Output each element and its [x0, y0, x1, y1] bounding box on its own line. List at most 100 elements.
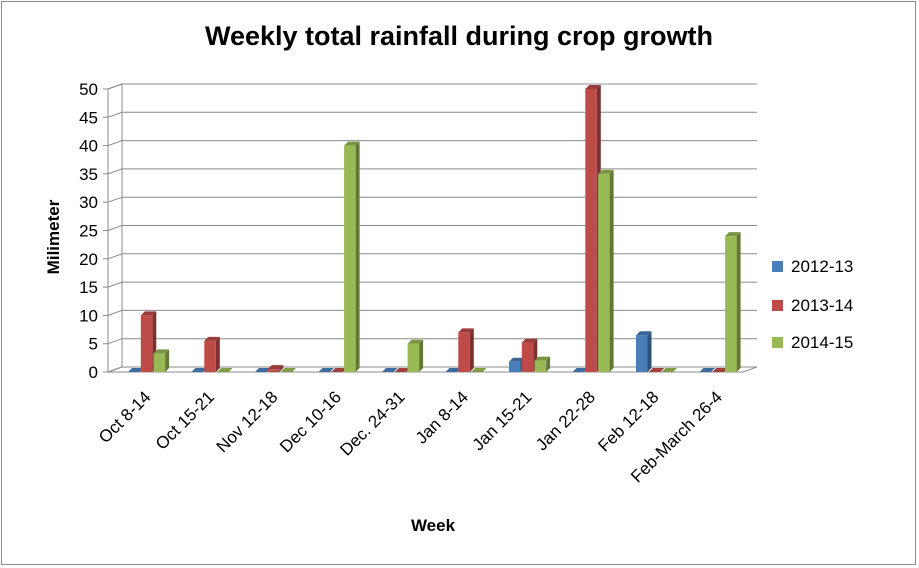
- bar: [636, 331, 652, 372]
- bar: [699, 368, 715, 372]
- x-axis-title: Week: [411, 516, 456, 535]
- bar-face: [712, 368, 728, 372]
- bar-face: [661, 368, 678, 372]
- x-tick-label: Oct 8-14: [95, 387, 155, 447]
- bar: [648, 368, 665, 372]
- bar: [458, 328, 474, 372]
- gridline: [107, 253, 757, 260]
- bar-top: [153, 349, 170, 354]
- bar: [394, 368, 411, 372]
- bar-face: [191, 368, 207, 372]
- bar-top: [509, 357, 525, 362]
- x-tick-label: Jan 8-14: [412, 387, 472, 447]
- bar-face: [572, 368, 588, 372]
- bar-face: [318, 368, 334, 372]
- bar-face: [217, 368, 233, 372]
- y-tick-label: 45: [79, 108, 98, 127]
- bar-face: [585, 89, 597, 372]
- bar: [572, 368, 588, 372]
- gridlines: [103, 83, 757, 373]
- bar: [331, 368, 347, 372]
- bar-side: [647, 331, 652, 372]
- gridline: [107, 281, 757, 288]
- bar-side: [165, 349, 170, 372]
- bar: [471, 368, 487, 372]
- y-axis-title: Milimeter: [44, 199, 63, 274]
- bar-top: [204, 336, 220, 341]
- y-tick-label: 35: [79, 165, 98, 184]
- gridline: [107, 111, 757, 118]
- bar: [191, 368, 207, 372]
- bar: [153, 349, 170, 372]
- bar-top: [458, 328, 474, 333]
- bar-face: [267, 369, 280, 372]
- bar-face: [445, 368, 461, 372]
- bar: [598, 169, 614, 372]
- bar-side: [736, 232, 741, 372]
- x-tick-label: Feb 12-18: [594, 387, 662, 455]
- bar-side: [546, 356, 551, 372]
- gridline: [107, 225, 757, 231]
- bar-face: [648, 368, 665, 372]
- x-tick-label: Jan 15-21: [469, 387, 536, 454]
- bar-top: [140, 311, 157, 316]
- bar-face: [725, 236, 737, 372]
- y-tick-label: 40: [79, 137, 98, 156]
- bar-face: [331, 368, 347, 372]
- bar: [280, 368, 297, 372]
- bar-top: [534, 356, 551, 361]
- gridline: [107, 196, 757, 203]
- bar-face: [140, 315, 153, 372]
- bar-side: [215, 336, 220, 372]
- x-tick-label: Nov 12-18: [213, 387, 282, 456]
- bar-face: [344, 145, 356, 372]
- bar-face: [128, 368, 144, 372]
- bars: [128, 85, 741, 372]
- x-tick-label: Oct 15-21: [152, 387, 218, 453]
- bar-side: [355, 141, 360, 372]
- bar-face: [382, 368, 398, 372]
- bar-face: [153, 353, 166, 372]
- bar-side: [469, 328, 474, 372]
- y-tick-label: 15: [79, 278, 98, 297]
- bar: [255, 368, 271, 372]
- bar-face: [204, 340, 216, 372]
- gridline: [107, 338, 757, 345]
- bar: [445, 368, 461, 372]
- bar-face: [471, 368, 487, 372]
- plot-walls: [107, 83, 758, 373]
- bar-top: [344, 141, 360, 146]
- bar: [217, 368, 233, 372]
- legend-swatch: [772, 261, 783, 272]
- bar: [661, 368, 678, 372]
- legend-label: 2013-14: [791, 296, 853, 315]
- gridline: [107, 168, 757, 175]
- legend-label: 2012-13: [791, 257, 853, 276]
- bar-face: [280, 368, 297, 372]
- bar: [344, 141, 360, 372]
- gridline: [107, 140, 757, 147]
- bar-face: [699, 368, 715, 372]
- x-tick-label: Dec. 24-31: [336, 387, 408, 459]
- bar-face: [458, 332, 470, 372]
- legend-swatch: [772, 337, 783, 348]
- bar: [382, 368, 398, 372]
- legend-swatch: [772, 300, 783, 311]
- y-tick-label: 0: [89, 363, 98, 382]
- x-tick-label: Dec 10-16: [276, 387, 345, 456]
- bar-side: [609, 169, 614, 372]
- bar: [318, 368, 334, 372]
- y-tick-label: 25: [79, 222, 98, 241]
- bar-top: [521, 338, 538, 343]
- bar-face: [255, 368, 271, 372]
- chart-title: Weekly total rainfall during crop growth: [205, 21, 713, 51]
- bar-face: [509, 361, 521, 372]
- bar: [204, 336, 220, 372]
- y-tick-label: 30: [79, 193, 98, 212]
- y-tick-label: 5: [89, 335, 98, 354]
- y-tick-label: 20: [79, 250, 98, 269]
- bar-top: [725, 232, 741, 237]
- gridline: [107, 83, 757, 90]
